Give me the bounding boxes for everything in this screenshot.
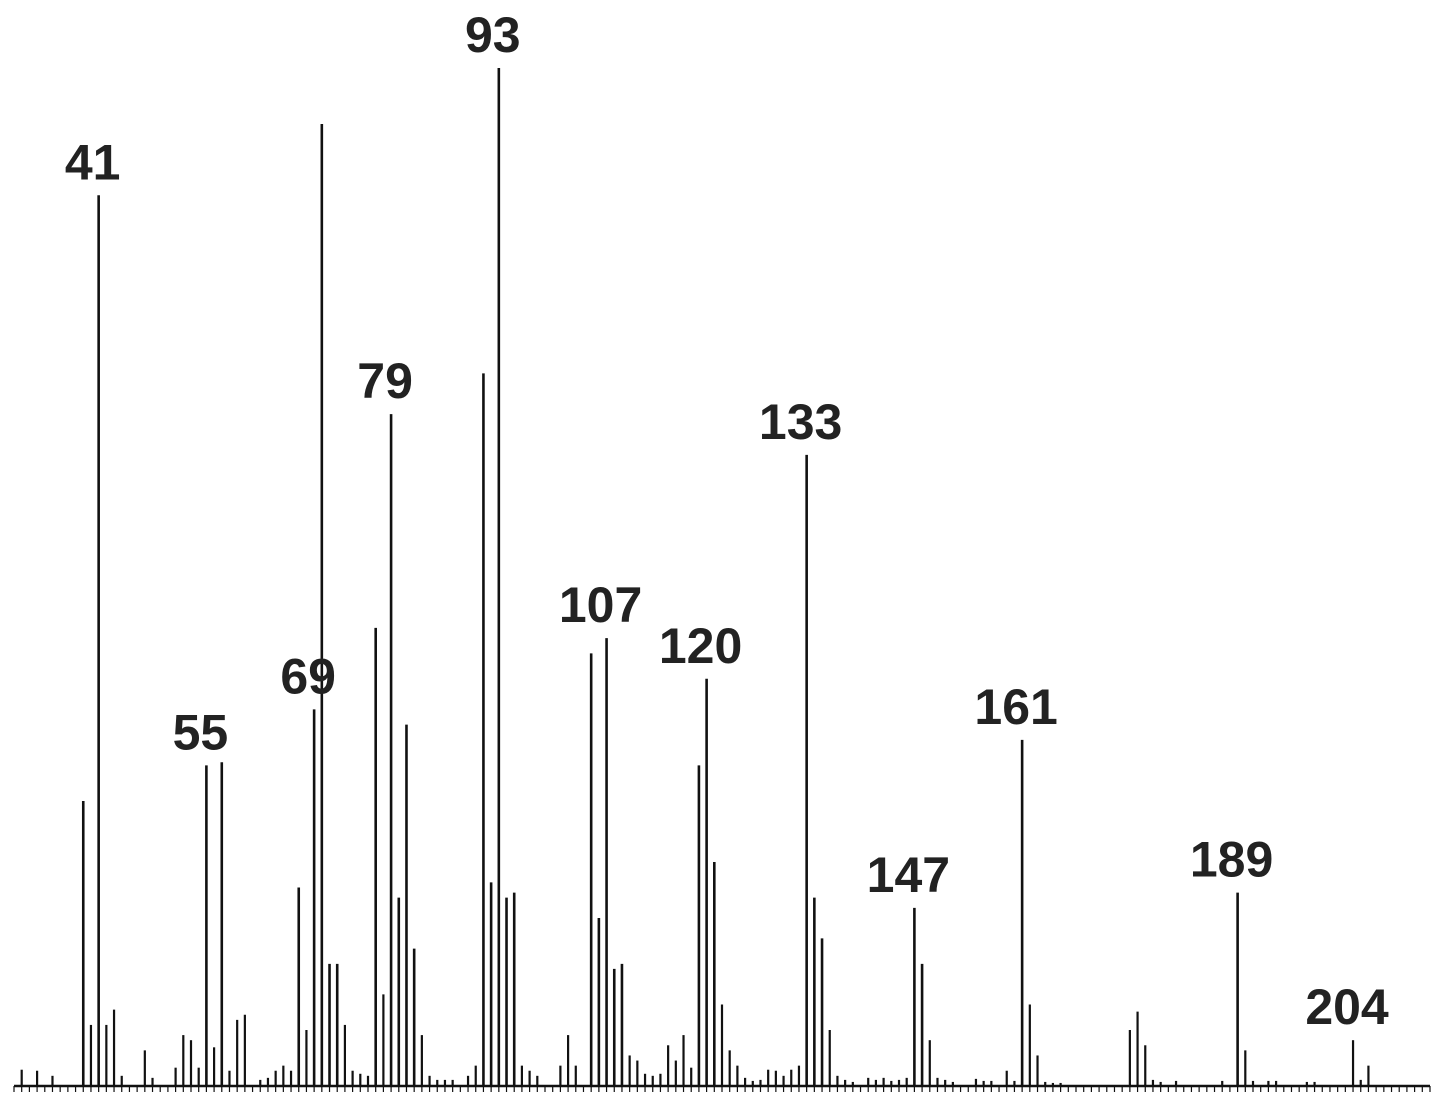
- peak-bars: [20, 68, 1370, 1086]
- peak-label-69: 69: [280, 648, 336, 704]
- peak-label-161: 161: [974, 679, 1057, 735]
- x-axis-ticks: [13, 1086, 1431, 1092]
- peak-label-147: 147: [867, 847, 950, 903]
- peak-labels: 41 55 69 79 93 107 120 133 147 161 189 204: [65, 7, 1389, 1035]
- peak-label-41: 41: [65, 134, 121, 190]
- peak-label-79: 79: [357, 353, 413, 409]
- peak-label-55: 55: [173, 704, 229, 760]
- peak-label-204: 204: [1305, 979, 1389, 1035]
- peak-label-120: 120: [659, 618, 742, 674]
- peak-label-107: 107: [559, 577, 642, 633]
- peak-label-189: 189: [1190, 832, 1273, 888]
- peak-label-93: 93: [465, 7, 521, 63]
- peak-label-133: 133: [759, 394, 842, 450]
